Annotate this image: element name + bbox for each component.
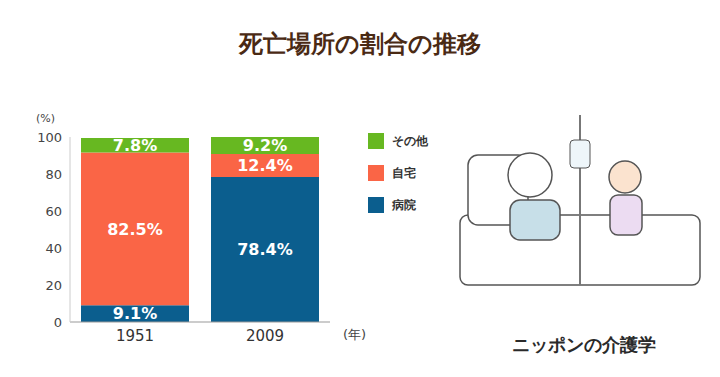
svg-text:9.1%: 9.1%	[113, 304, 157, 323]
svg-text:78.4%: 78.4%	[237, 240, 293, 259]
svg-text:60: 60	[45, 204, 62, 219]
html-text:(年): (年)	[343, 327, 367, 342]
svg-text:7.8%: 7.8%	[113, 136, 157, 155]
svg-text:2009: 2009	[246, 327, 284, 345]
svg-text:9.2%: 9.2%	[243, 136, 287, 155]
svg-text:82.5%: 82.5%	[107, 220, 163, 239]
html-text:死亡場所の割合の推移: 死亡場所の割合の推移	[239, 30, 481, 58]
svg-text:40: 40	[45, 241, 62, 256]
html-text:病院: 病院	[392, 197, 416, 212]
svg-text:80: 80	[45, 167, 62, 182]
html-text:自宅: 自宅	[392, 165, 416, 180]
svg-text:20: 20	[45, 278, 62, 293]
svg-text:1951: 1951	[116, 327, 154, 345]
svg-text:12.4%: 12.4%	[237, 156, 293, 175]
html-text:ニッポンの介護学: ニッポンの介護学	[512, 334, 656, 355]
svg-text:0: 0	[54, 315, 62, 330]
svg-text:100: 100	[37, 130, 62, 145]
html-text:その他: その他	[392, 133, 428, 148]
